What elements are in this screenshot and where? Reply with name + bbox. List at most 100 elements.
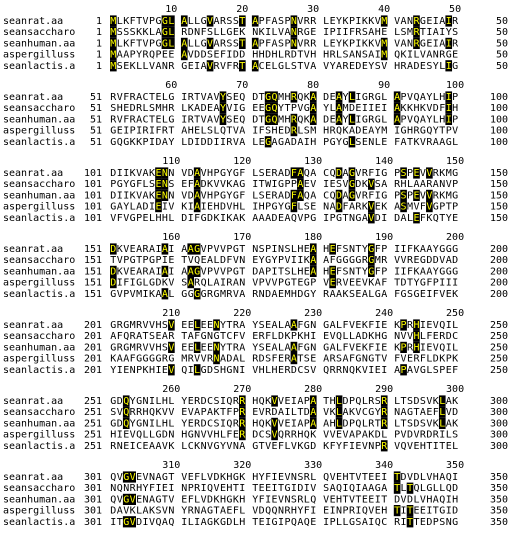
identity-shade [406,505,414,517]
start-number: 151 [84,278,102,289]
identity-shade [380,440,388,452]
identity-shade [309,395,317,407]
ruler-number: 140 [375,156,393,167]
identity-shade [290,91,298,103]
identity-shade [206,15,214,27]
identity-shade [368,201,375,213]
ruler-number: 170 [233,232,251,243]
ruler-number: 260 [162,384,180,395]
ruler-number: 30 [307,4,319,15]
identity-shade [413,341,420,353]
identity-shade [168,319,175,331]
start-number: 201 [84,354,102,365]
start-number: 151 [84,244,102,255]
ruler-number: 310 [162,460,180,471]
identity-shade [290,201,298,213]
identity-shade [239,60,246,72]
sequence-name: aspergilluss [3,354,75,365]
sequence-name: seanhuman.aa [3,266,75,277]
identity-shade [213,353,220,365]
identity-shade [239,417,246,429]
end-number: 150 [490,190,508,201]
sequence: GVPVMIKAAL GGGGRGMRVA RNDAEMHDGY RAAKSEA… [110,289,458,300]
identity-shade [413,212,420,224]
sequence-name: seanlactis.a [3,213,75,224]
sequence: DAVKLAKSVN YRNAGTAEFL VDQQNRHYFI EINPRIQ… [110,506,458,517]
identity-shade [290,167,298,179]
sequence: MLKFTVPGGL ALLGVARSST APFASPNVRR LEYKPIK… [110,16,459,27]
identity-shade [264,113,272,125]
end-number: 350 [490,494,508,505]
identity-shade [290,319,298,331]
identity-shade [290,341,298,353]
identity-shade [251,37,259,49]
sequence-name: seanlactis.a [3,289,75,300]
sequence: QVGVEVNAGT VEFLVDKHGK HYFIEVNSRL QVEHTVT… [110,472,458,483]
sequence-name: seanhuman.aa [3,342,75,353]
end-number: 150 [490,213,508,224]
start-number: 251 [84,441,102,452]
sequence-name: seanlactis.a [3,137,75,148]
end-number: 100 [490,103,508,114]
identity-shade [400,364,407,376]
sequence-name: seanrat.aa [3,320,63,331]
end-number: 50 [496,27,508,38]
sequence-name: seanrat.aa [3,244,63,255]
identity-shade [393,91,401,103]
ruler-number: 10 [165,4,177,15]
sequence-name: aspergilluss [3,506,75,517]
sequence-name: seanrat.aa [3,16,63,27]
identity-shade [297,189,304,201]
ruler-number: 70 [236,80,248,91]
identity-shade [168,15,175,27]
identity-shade [180,15,188,27]
sequence: VFVGPELHHL DIFGDKIKAK AAADEAQVPG IPGTNGA… [110,213,458,224]
identity-shade [348,91,356,103]
sequence: DIFIGLGDKV SARQLAIRAN VPVVPGTEGP VERVEEV… [110,278,458,289]
identity-shade [348,113,356,125]
start-number: 101 [84,190,102,201]
start-number: 301 [84,494,102,505]
identity-shade [180,37,188,49]
identity-shade [445,91,453,103]
end-number: 100 [490,137,508,148]
identity-shade [400,189,407,201]
identity-shade [161,265,169,277]
end-number: 250 [490,331,508,342]
identity-shade [110,277,117,289]
end-number: 150 [490,179,508,190]
ruler-number: 190 [375,232,393,243]
sequence: KAAFGGGGRG MRVVRNADAL RDSFERATSE ARSAFGN… [110,354,458,365]
identity-shade [251,60,259,72]
ruler-number: 270 [233,384,251,395]
sequence-name: seansaccharo [3,103,75,114]
identity-shade [309,406,317,418]
identity-shade [413,330,420,342]
identity-shade [161,178,169,190]
sequence-name: aspergilluss [3,202,75,213]
end-number: 50 [496,38,508,49]
identity-shade [161,243,169,255]
sequence-name: seanlactis.a [3,61,75,72]
identity-shade [187,243,195,255]
sequence: SVQRRHQKVV EVAPAKTFPR EVRDAILTDA VKLAKVC… [110,407,458,418]
identity-shade [438,417,446,429]
start-number: 201 [84,342,102,353]
identity-shade [290,15,298,27]
identity-shade [309,243,317,255]
identity-shade [155,167,162,179]
identity-shade [264,136,272,148]
sequence: YIENPKHIEV QILGDSHGNI VHLHERDCSV QRRNQKV… [110,365,458,376]
start-number: 251 [84,430,102,441]
ruler-number: 230 [304,308,322,319]
identity-shade [187,277,195,289]
start-number: 51 [90,114,102,125]
identity-shade [110,49,117,61]
start-number: 301 [84,517,102,528]
start-number: 301 [84,506,102,517]
ruler-number: 220 [233,308,251,319]
identity-shade [368,265,375,277]
sequence: MAAPYRQPEE AVDDSEFIDD HHDHLRDTVH HRLSANS… [110,50,458,61]
identity-shade [219,113,227,125]
